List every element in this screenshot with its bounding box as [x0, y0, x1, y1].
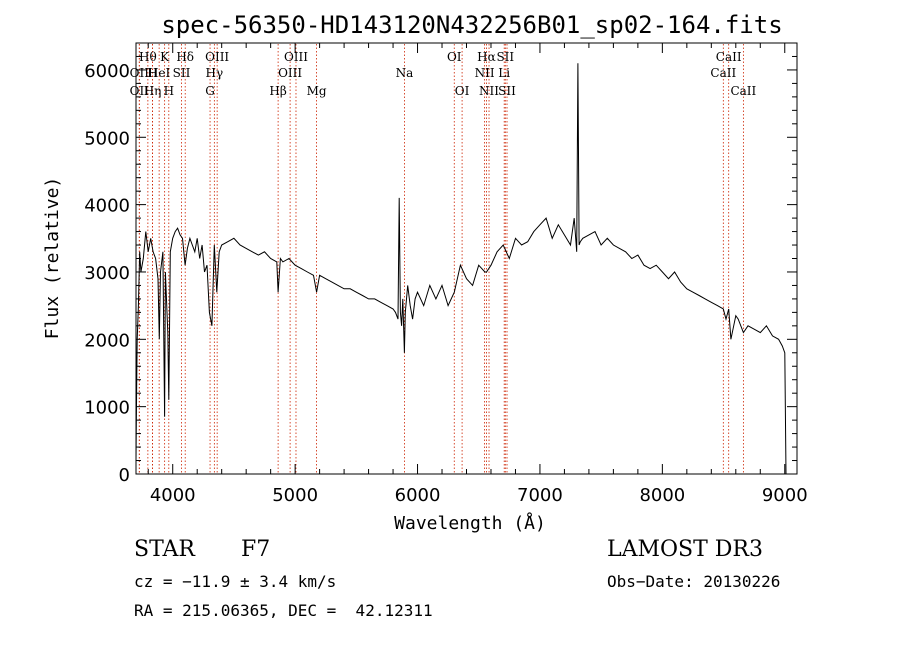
spectral-line-label: CaII — [716, 50, 742, 64]
y-axis: 0 1000 2000 3000 4000 5000 6000 — [84, 42, 797, 486]
y-tick-label: 2000 — [84, 330, 130, 351]
x-axis: 4000 5000 6000 7000 8000 9000 — [147, 43, 808, 506]
plot-frame — [135, 42, 798, 475]
ra-dec-coordinates: RA = 215.06365, DEC = 42.12311 — [134, 601, 433, 620]
spectral-line-label: SII — [496, 50, 514, 64]
survey-name: LAMOST DR3 — [607, 537, 763, 562]
spectral-line-label: Hη — [144, 84, 162, 98]
spectral-line-label: Hδ — [176, 50, 194, 64]
spectral-line-label: OIII — [278, 66, 302, 80]
spectral-line-label: CaII — [710, 66, 736, 80]
spectral-line-label: OIII — [205, 50, 229, 64]
x-tick-label: 4000 — [150, 485, 196, 506]
spectral-line-label: HeI — [148, 66, 171, 80]
spectral-line-label: Mg — [307, 84, 327, 98]
spectral-line-label: SII — [173, 66, 191, 80]
spectral-line-label: Li — [498, 66, 510, 80]
x-axis-label: Wavelength (Å) — [394, 512, 546, 534]
x-tick-label: 8000 — [639, 485, 685, 506]
spectral-line-label: H — [147, 66, 157, 80]
chart-title: spec-56350-HD143120N432256B01_sp02-164.f… — [161, 11, 782, 39]
spectral-line-label: OII — [130, 66, 150, 80]
spectral-line-label: G — [205, 84, 215, 98]
spectral-line-markers — [138, 44, 744, 474]
y-axis-label: Flux (relative) — [42, 177, 63, 340]
x-tick-label: 5000 — [272, 485, 318, 506]
object-subclass: F7 — [241, 537, 271, 562]
spectral-line-label: NII — [479, 84, 499, 98]
spectrum-series-line — [135, 63, 787, 475]
y-tick-label: 6000 — [84, 61, 130, 82]
redshift-cz: cz = −11.9 ± 3.4 km/s — [134, 572, 337, 591]
spectral-line-label: NII — [475, 66, 495, 80]
spectral-line-label: Na — [396, 66, 414, 80]
spectral-line-label: Hγ — [206, 66, 224, 80]
spectral-line-label: OIII — [284, 50, 308, 64]
y-tick-label: 1000 — [84, 398, 130, 419]
object-class: STAR — [134, 537, 195, 562]
spectral-line-label: H — [164, 84, 174, 98]
y-tick-label: 0 — [119, 465, 130, 486]
spectral-line-label: OI — [455, 84, 470, 98]
y-tick-label: 3000 — [84, 263, 130, 284]
y-tick-label: 5000 — [84, 128, 130, 149]
x-tick-label: 9000 — [762, 485, 808, 506]
spectral-line-label: CaII — [730, 84, 756, 98]
spectral-line-label: Hα — [477, 50, 496, 64]
x-tick-label: 7000 — [517, 485, 563, 506]
observation-date: Obs−Date: 20130226 — [607, 572, 781, 591]
spectral-line-label: Hβ — [269, 84, 286, 98]
y-tick-label: 4000 — [84, 196, 130, 217]
spectral-line-label: K — [160, 50, 170, 64]
spectral-line-label: OII — [130, 84, 150, 98]
spectral-line-label: OI — [447, 50, 462, 64]
x-tick-label: 6000 — [395, 485, 441, 506]
spectral-line-label: SII — [498, 84, 516, 98]
spectral-line-label: Hθ — [139, 50, 157, 64]
